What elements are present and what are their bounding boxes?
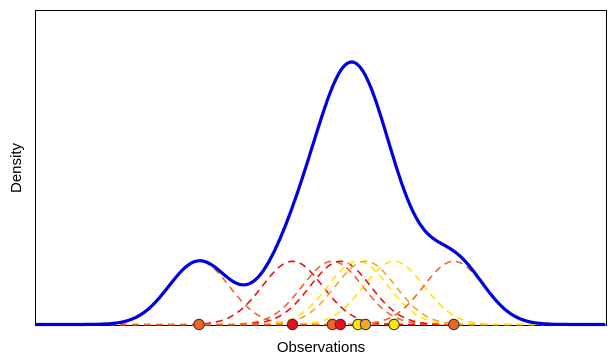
kernel-curve-7 (36, 260, 606, 326)
observation-point-8 (448, 318, 460, 331)
observation-point-7 (388, 318, 400, 331)
plot-frame (35, 10, 607, 326)
observation-points (193, 318, 460, 331)
total-density-curve (35, 60, 606, 327)
observation-point-6 (359, 318, 372, 331)
x-axis-label: Observations (277, 339, 365, 356)
observation-point-4 (334, 318, 347, 331)
y-axis-label: Density (8, 142, 25, 193)
observation-point-1 (193, 318, 205, 331)
observation-point-2 (286, 318, 299, 331)
total-density (35, 60, 606, 327)
